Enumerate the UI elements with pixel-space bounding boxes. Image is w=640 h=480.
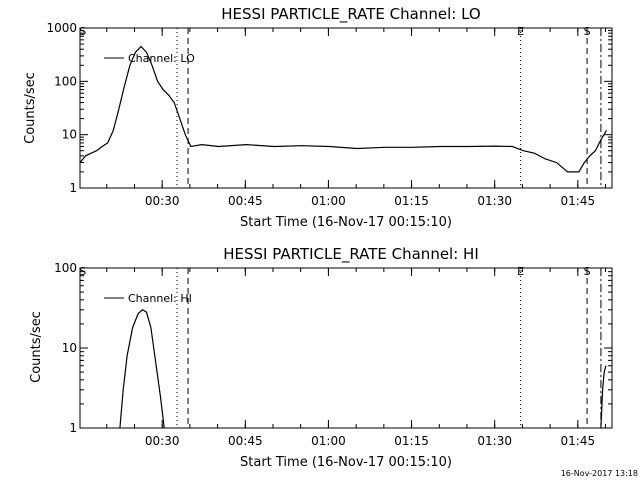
hi-y-tick-label: 100 <box>54 261 77 275</box>
lo-series <box>79 45 608 173</box>
lo-marker-label: E <box>517 25 524 38</box>
hi-y-tick-label: 10 <box>62 341 77 355</box>
lo-y-tick-label: 1 <box>69 181 77 195</box>
lo-y-axis-label: Counts/sec <box>23 72 38 144</box>
hi-x-tick-label: 01:15 <box>394 434 429 448</box>
lo-x-tick-label: 01:30 <box>477 194 512 208</box>
hi-y-tick-label: 1 <box>69 421 77 435</box>
lo-x-tick-label: 01:00 <box>311 194 346 208</box>
lo-legend-label: Channel: LO <box>128 52 195 65</box>
hi-marker-label: E <box>517 265 524 278</box>
lo-series-line <box>79 45 608 173</box>
lo-y-tick-label: 10 <box>62 128 77 142</box>
hi-series-line <box>119 309 165 429</box>
lo-y-tick-label: 100 <box>54 74 77 88</box>
hi-legend: Channel: HI <box>104 292 192 305</box>
lo-x-tick-label: 00:30 <box>145 194 180 208</box>
lo-marker-label: S <box>79 25 86 38</box>
hi-x-tick-label: 01:30 <box>477 434 512 448</box>
lo-plot-frame <box>79 27 613 189</box>
lo-ticks: 00:30 00:45 01:00 01:15 01:30 01:45 1 10 100 1000 <box>46 21 612 208</box>
lo-legend: Channel: LO <box>104 52 195 65</box>
hi-x-tick-label: 00:30 <box>145 434 180 448</box>
lo-chart-title: HESSI PARTICLE_RATE Channel: LO <box>221 5 480 24</box>
hi-x-tick-label: 01:45 <box>561 434 596 448</box>
hi-series-line <box>600 365 607 429</box>
hi-x-axis-label: Start Time (16-Nov-17 00:15:10) <box>240 455 452 470</box>
hi-channel-panel: HESSI PARTICLE_RATE Channel: HI Counts/s… <box>29 245 613 470</box>
lo-marker-label: S <box>584 25 591 38</box>
hi-x-tick-label: 00:45 <box>228 434 263 448</box>
lo-x-tick-label: 01:45 <box>561 194 596 208</box>
lo-x-tick-label: 00:45 <box>228 194 263 208</box>
hi-series <box>119 309 607 429</box>
hi-marker-label: S <box>584 265 591 278</box>
lo-channel-panel: HESSI PARTICLE_RATE Channel: LO Counts/s… <box>23 5 613 230</box>
hi-chart-title: HESSI PARTICLE_RATE Channel: HI <box>223 245 479 264</box>
hi-legend-label: Channel: HI <box>128 292 192 305</box>
lo-axes <box>79 27 613 189</box>
lo-x-tick-label: 01:15 <box>394 194 429 208</box>
footer-timestamp: 16-Nov-2017 13:18 <box>561 469 638 478</box>
hi-x-tick-label: 01:00 <box>311 434 346 448</box>
lo-y-tick-label: 1000 <box>46 21 77 35</box>
hi-y-axis-label: Counts/sec <box>29 311 44 383</box>
lo-x-axis-label: Start Time (16-Nov-17 00:15:10) <box>240 215 452 230</box>
hi-marker-label: S <box>79 265 86 278</box>
hi-ticks: 00:30 00:45 01:00 01:15 01:30 01:45 1 10 100 <box>54 261 612 448</box>
